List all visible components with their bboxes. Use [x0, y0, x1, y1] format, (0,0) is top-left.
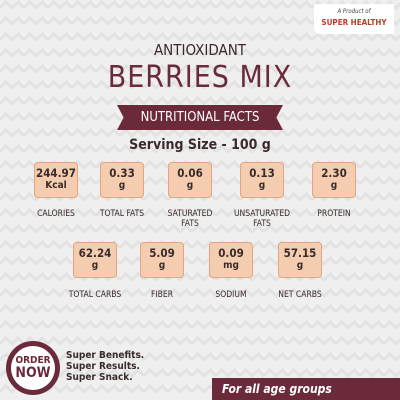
nutrient-value: 0.33: [109, 166, 135, 180]
nutrient-unit: g: [91, 260, 99, 271]
footer-bar: For all age groups: [212, 378, 400, 400]
nutrient-unit: g: [186, 180, 194, 191]
nutrient-unit: g: [158, 260, 166, 271]
nutrient-value: 0.13: [249, 166, 275, 180]
nutrient-box: 5.09 g: [140, 242, 184, 278]
title-main: BERRIES MIX: [107, 60, 293, 95]
tagline: Super Results.: [66, 361, 140, 372]
nutrient-unit: g: [330, 180, 338, 191]
nutrient-label: FIBER: [150, 290, 174, 300]
nutrient-unit: g: [118, 180, 126, 191]
banner: NUTRITIONAL FACTS: [117, 105, 283, 130]
nutrient-label: SATURATED FATS: [167, 209, 213, 229]
taglines: Super Benefits. Super Results. Super Snack…: [66, 350, 144, 383]
tagline: Super Benefits.: [66, 350, 145, 361]
nutrient-unit: g: [296, 260, 304, 271]
nutrient-unit: g: [258, 180, 266, 191]
nutrient-box: 244.97 Kcal: [34, 162, 78, 198]
nutrient-label: PROTEIN: [317, 209, 351, 219]
nutrient-box: 57.15 g: [278, 242, 322, 278]
nutrient-value: 2.30: [321, 166, 347, 180]
nutrient-box: 0.33 g: [100, 162, 144, 198]
nutrient-unit: Kcal: [45, 180, 67, 191]
order-badge-inner[interactable]: ORDER NOW: [11, 346, 55, 390]
brand-intro: A Product of: [337, 8, 371, 15]
brand-logo: A Product of SUPER HEALTHY: [314, 4, 394, 34]
nutrient-value: 244.97: [36, 166, 76, 180]
order-line1: ORDER: [15, 355, 51, 366]
nutrient-box: 0.13 g: [240, 162, 284, 198]
nutrient-box: 0.09 mg: [209, 242, 253, 278]
nutrient-box: 2.30 g: [312, 162, 356, 198]
nutrient-label: SODIUM: [215, 290, 247, 300]
nutrient-label: TOTAL FATS: [99, 209, 145, 219]
nutrient-value: 0.09: [218, 246, 244, 260]
nutrient-value: 57.15: [283, 246, 317, 260]
nutrient-label: NET CARBS: [278, 290, 322, 300]
nutrient-label: CALORIES: [37, 209, 75, 219]
brand-name: SUPER HEALTHY: [321, 18, 387, 27]
nutrient-box: 62.24 g: [73, 242, 117, 278]
nutrient-box: 0.06 g: [168, 162, 212, 198]
nutrient-unit: mg: [223, 260, 239, 271]
nutrient-label: UNSATURATED FATS: [233, 209, 291, 229]
tagline: Super Snack.: [66, 372, 133, 383]
nutrient-value: 62.24: [78, 246, 112, 260]
nutrient-value: 5.09: [149, 246, 175, 260]
serving-size: Serving Size - 100 g: [129, 137, 271, 153]
nutrient-value: 0.06: [177, 166, 203, 180]
title-top: ANTIOXIDANT: [153, 41, 247, 59]
order-line2: NOW: [15, 365, 51, 381]
nutrient-label: TOTAL CARBS: [68, 290, 122, 300]
